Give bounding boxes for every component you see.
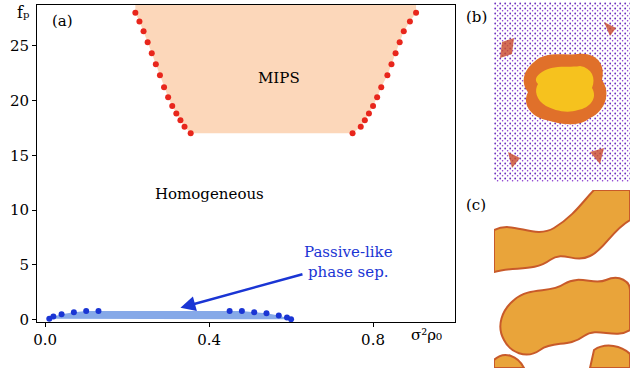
html-text:(c): (c) [466,196,487,214]
svg-text:0: 0 [19,311,29,329]
svg-text:Homogeneous: Homogeneous [155,185,264,203]
svg-text:0.8: 0.8 [361,331,385,349]
svg-text:15: 15 [10,147,29,165]
svg-text:σ²ρ₀: σ²ρ₀ [411,326,442,344]
svg-text:5: 5 [19,256,29,274]
svg-text:(a): (a) [52,12,73,30]
svg-text:10: 10 [10,201,29,219]
html-text:(b): (b) [466,8,488,26]
svg-text:20: 20 [10,92,29,110]
svg-text:25: 25 [10,37,29,55]
svg-text:0.4: 0.4 [197,331,221,349]
svg-text:Passive-likephase sep.: Passive-likephase sep. [304,243,393,281]
svg-text:fₚ: fₚ [17,3,29,22]
svg-text:0.0: 0.0 [33,331,57,349]
svg-text:MIPS: MIPS [258,69,300,87]
